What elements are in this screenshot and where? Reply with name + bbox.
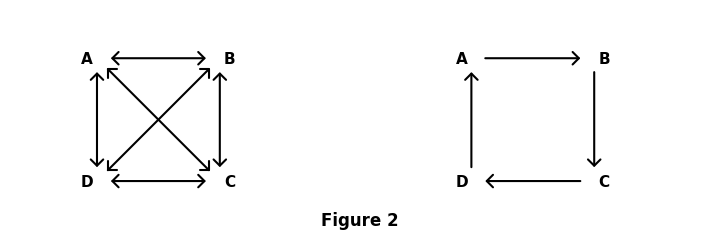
Text: D: D <box>81 174 94 189</box>
Text: D: D <box>455 174 468 189</box>
FancyArrowPatch shape <box>485 53 579 65</box>
Text: B: B <box>598 52 610 67</box>
FancyArrowPatch shape <box>108 70 209 170</box>
FancyArrowPatch shape <box>465 74 477 167</box>
Text: C: C <box>598 174 610 189</box>
Text: A: A <box>456 52 467 67</box>
Text: B: B <box>224 52 235 67</box>
Text: Figure 2: Figure 2 <box>321 211 399 229</box>
FancyArrowPatch shape <box>112 53 204 65</box>
FancyArrowPatch shape <box>91 74 103 166</box>
FancyArrowPatch shape <box>108 70 209 170</box>
FancyArrowPatch shape <box>214 74 226 166</box>
FancyArrowPatch shape <box>112 175 204 188</box>
Text: A: A <box>81 52 93 67</box>
FancyArrowPatch shape <box>588 73 600 166</box>
FancyArrowPatch shape <box>487 175 580 188</box>
Text: C: C <box>224 174 235 189</box>
